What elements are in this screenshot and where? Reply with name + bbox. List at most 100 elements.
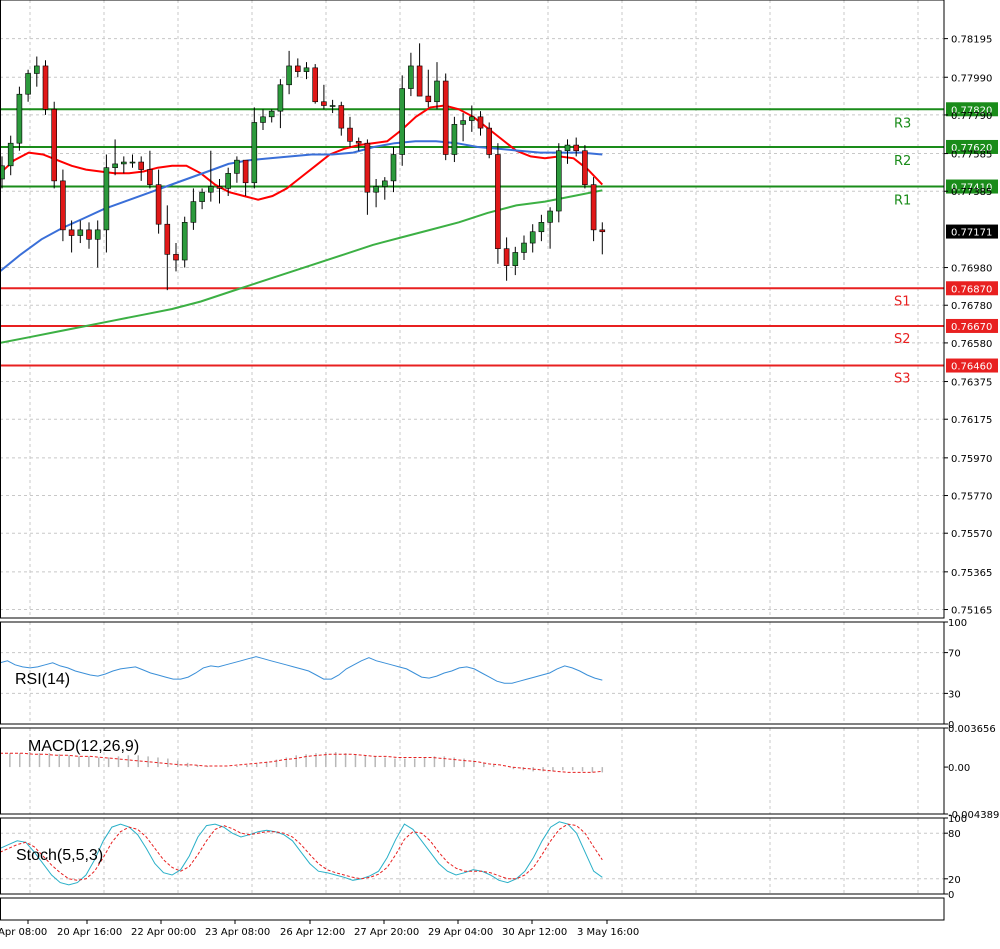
level-price-tag-text: 0.77410 [951, 183, 992, 194]
candle-body [112, 163, 118, 168]
candle-body [312, 67, 319, 103]
candle-body [355, 141, 362, 144]
level-label-r1: R1 [894, 194, 911, 209]
price-tick-label: 0.77585 [951, 150, 992, 161]
candle-body [234, 159, 240, 174]
candle-body [364, 142, 371, 193]
candle-body [599, 229, 606, 233]
panel-tick-label: 30 [948, 689, 961, 700]
current-price-label: 0.77171 [951, 228, 992, 239]
price-tick-label: 0.77790 [951, 111, 992, 122]
candle-body [33, 65, 40, 74]
candle-body [51, 108, 58, 182]
candle-body [338, 105, 345, 129]
candle-body [329, 105, 336, 107]
panel-frames [0, 0, 945, 921]
time-tick-label: 27 Apr 20:00 [354, 927, 419, 938]
candle-body [294, 65, 301, 72]
candle-body [190, 201, 197, 223]
candle-body [408, 65, 414, 89]
candle-body [416, 65, 423, 97]
candle-body [147, 169, 153, 185]
price-tick-label: 0.78195 [951, 35, 992, 46]
level-price-tag-text: 0.76670 [951, 322, 992, 333]
candle-body [173, 254, 179, 261]
candle-body [121, 161, 127, 165]
candle-body [164, 223, 171, 255]
panel-tick-label: 0.00 [948, 763, 970, 774]
candle-body [303, 67, 310, 72]
level-price-tag-text: 0.76460 [951, 362, 992, 373]
level-label-r2: R2 [894, 154, 911, 169]
candle-body [425, 95, 432, 103]
candle-body [477, 116, 484, 129]
moving-average-line [0, 140, 603, 273]
candle-body [242, 159, 249, 184]
candle-body [77, 229, 84, 236]
current-price-tag [946, 224, 998, 239]
candle-body [25, 73, 31, 95]
candle-body [68, 229, 75, 236]
candle-body [225, 173, 231, 189]
price-tick-label: 0.76580 [951, 339, 992, 350]
macd-panel-frame [0, 727, 945, 815]
candle-body [590, 184, 597, 231]
candle-body [547, 210, 553, 223]
candle-body [277, 84, 284, 112]
panel-tick-label: 20 [948, 875, 961, 886]
candle-body [434, 80, 440, 103]
candle-body [373, 186, 379, 193]
stoch-label: Stoch(5,5,3) [16, 847, 103, 864]
candle-body [564, 144, 571, 152]
macd-label: MACD(12,26,9) [28, 738, 139, 755]
candle-body [103, 167, 110, 231]
candle-body [181, 222, 188, 261]
level-label-s2: S2 [894, 332, 911, 347]
level-price-tag-text: 0.77820 [951, 105, 992, 116]
rsi-panel-frame [0, 621, 945, 725]
price-tick-label: 0.75970 [951, 454, 992, 465]
candle-body [442, 80, 449, 155]
main-panel-frame [0, 0, 945, 619]
level-price-tag [946, 318, 998, 333]
candle-body [381, 180, 388, 187]
candle-body [512, 252, 519, 266]
candle-body [129, 161, 136, 164]
price-tick-label: 0.77385 [951, 187, 992, 198]
candle-body [460, 120, 466, 125]
panel-tick-label: 0.003656 [948, 724, 996, 735]
macd-signal-line [0, 752, 603, 773]
support-resistance-levels: R1 0.77410 R2 0.77620 R3 0.77820 S1 0.76870 S2 0.… [0, 102, 998, 387]
candle-body [251, 122, 258, 184]
price-tick-label: 0.77990 [951, 73, 992, 84]
stoch-panel: 100 80 20 0 Stoch(5,5,3) [0, 814, 967, 901]
level-price-tag [946, 179, 998, 194]
price-grid [0, 0, 944, 618]
level-price-tag [946, 139, 998, 154]
level-price-tag-text: 0.77620 [951, 143, 992, 154]
time-tick-label: 22 Apr 00:00 [131, 927, 196, 938]
candle-body [268, 110, 275, 118]
candle-body [495, 154, 501, 250]
moving-averages [0, 104, 604, 344]
candle-body [86, 229, 92, 240]
price-tick-label: 0.76980 [951, 264, 992, 275]
time-tick-label: 23 Apr 08:00 [205, 927, 270, 938]
price-candles [0, 43, 606, 291]
candle-body [216, 186, 223, 189]
candle-body [138, 161, 144, 170]
panel-tick-label: 70 [948, 649, 961, 660]
level-price-tag [946, 281, 998, 296]
candle-body [7, 142, 14, 167]
price-tick-label: 0.75365 [951, 568, 992, 579]
candle-body [60, 180, 66, 231]
level-price-tag [946, 102, 998, 117]
stoch-panel-frame [0, 817, 945, 895]
stoch-main-line [0, 821, 603, 886]
candle-body [199, 191, 205, 202]
price-tick-label: 0.76175 [951, 415, 992, 426]
candle-body [573, 144, 580, 152]
level-price-tag-text: 0.76870 [951, 284, 992, 295]
candle-body [538, 222, 545, 233]
